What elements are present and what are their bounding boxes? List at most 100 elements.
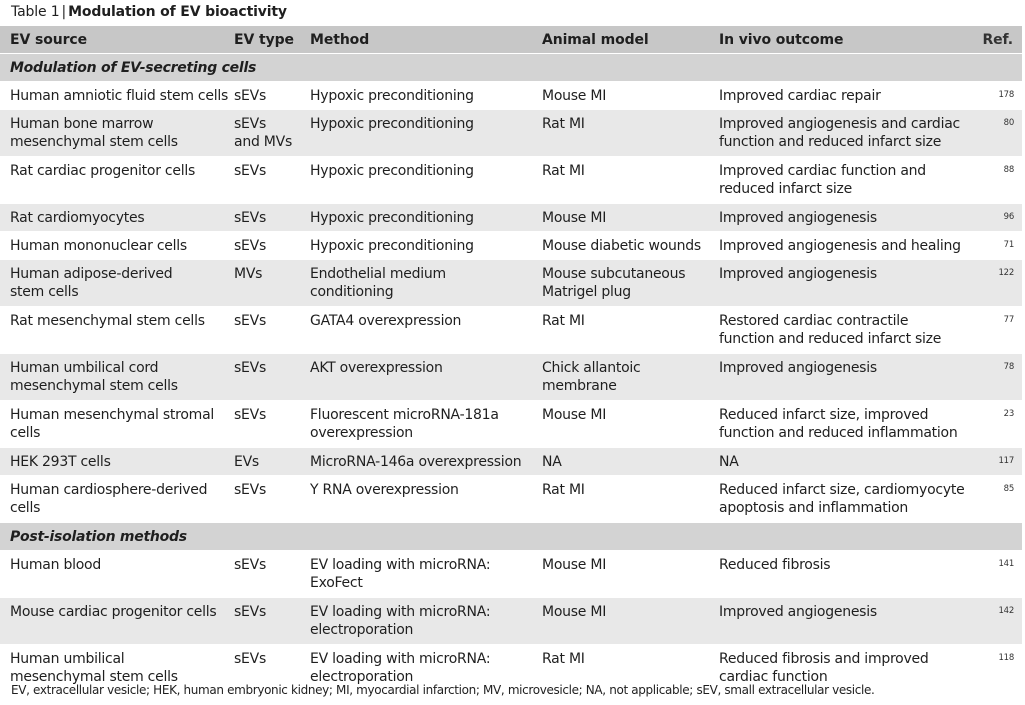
cell-in-vivo-outcome-line: Reduced infarct size, cardiomyocyte	[719, 482, 965, 498]
table-row: Rat cardiac progenitor cells sEVs Hypoxic …	[0, 157, 1022, 204]
cell-in-vivo-outcome-line: function and reduced infarct size	[719, 331, 942, 347]
cell-method: Hypoxic preconditioning	[310, 237, 538, 255]
cell-method: EV loading with microRNA: ExoFect	[310, 556, 538, 592]
cell-in-vivo-outcome: Improved angiogenesis	[719, 209, 981, 227]
cell-in-vivo-outcome: Improved angiogenesis and cardiac functio…	[719, 115, 981, 151]
cell-ev-type-line: sEVs	[234, 116, 267, 132]
cell-in-vivo-outcome: Improved angiogenesis	[719, 359, 981, 377]
cell-animal-model-line: Mouse MI	[542, 210, 607, 226]
table-header-row: EV source EV type Method Animal model In…	[0, 26, 1022, 54]
cell-ev-type: sEVs	[234, 556, 304, 574]
cell-ref: 77	[1003, 315, 1015, 325]
cell-animal-model: Rat MI	[542, 115, 714, 133]
table-row: Mouse cardiac progenitor cells sEVs EV loa…	[0, 598, 1022, 645]
cell-method-line: EV loading with microRNA:	[310, 557, 491, 573]
cell-animal-model: Rat MI	[542, 162, 714, 180]
table-row: HEK 293T cells EVs MicroRNA-146a overexpre…	[0, 448, 1022, 476]
cell-ev-type-line: sEVs	[234, 407, 267, 423]
cell-ev-type-line: sEVs	[234, 651, 267, 667]
cell-ev-source: Rat mesenchymal stem cells	[10, 312, 228, 330]
cell-ev-source-line: Human blood	[10, 557, 101, 573]
cell-ev-source: Human mononuclear cells	[10, 237, 228, 255]
cell-in-vivo-outcome-line: Improved angiogenesis	[719, 266, 877, 282]
header-ev-source: EV source	[10, 32, 87, 48]
cell-method: EV loading with microRNA: electroporation	[310, 603, 538, 639]
cell-animal-model: NA	[542, 453, 714, 471]
cell-ev-type: sEVs	[234, 312, 304, 330]
cell-ev-source-line: Rat cardiac progenitor cells	[10, 163, 196, 179]
cell-ref: 122	[998, 268, 1015, 278]
cell-ref: 88	[1003, 165, 1015, 175]
section-title: Modulation of EV-secreting cells	[10, 60, 257, 76]
cell-ev-type-line: sEVs	[234, 360, 267, 376]
cell-method: Hypoxic preconditioning	[310, 87, 538, 105]
table-row: Human umbilical mesenchymal stem cells sEV…	[0, 645, 1022, 692]
cell-in-vivo-outcome-line: reduced infarct size	[719, 181, 852, 197]
cell-in-vivo-outcome-line: function and reduced inflammation	[719, 425, 958, 441]
cell-ref: 80	[1003, 118, 1015, 128]
cell-in-vivo-outcome: NA	[719, 453, 981, 471]
cell-animal-model-line: Mouse MI	[542, 88, 607, 104]
cell-animal-model: Mouse diabetic wounds	[542, 237, 714, 255]
cell-method-line: GATA4 overexpression	[310, 313, 462, 329]
cell-ref: 141	[998, 559, 1015, 569]
cell-animal-model: Mouse MI	[542, 603, 714, 621]
table-row: Human bone marrow mesenchymal stem cells s…	[0, 110, 1022, 157]
cell-ev-source-line: Human cardiosphere-derived	[10, 482, 208, 498]
cell-in-vivo-outcome-line: Improved angiogenesis and healing	[719, 238, 961, 254]
cell-ev-type: sEVs	[234, 209, 304, 227]
cell-ref: 85	[1003, 484, 1015, 494]
cell-in-vivo-outcome: Improved angiogenesis	[719, 603, 981, 621]
header-in-vivo-outcome: In vivo outcome	[719, 32, 844, 48]
table-footnote: EV, extracellular vesicle; HEK, human em…	[11, 683, 875, 697]
cell-method-line: overexpression	[310, 425, 413, 441]
cell-ev-source-line: Human umbilical cord	[10, 360, 159, 376]
header-ev-type: EV type	[234, 32, 294, 48]
cell-method-line: Hypoxic preconditioning	[310, 210, 474, 226]
cell-ev-source-line: mesenchymal stem cells	[10, 378, 178, 394]
cell-ev-type: sEVs	[234, 650, 304, 668]
cell-in-vivo-outcome: Improved angiogenesis and healing	[719, 237, 981, 255]
cell-method: Endothelial medium conditioning	[310, 265, 538, 301]
cell-ref: 96	[1003, 212, 1015, 222]
cell-ref: 178	[998, 90, 1015, 100]
cell-method-line: electroporation	[310, 669, 414, 685]
cell-in-vivo-outcome-line: function and reduced infarct size	[719, 134, 942, 150]
cell-in-vivo-outcome-line: NA	[719, 454, 739, 470]
cell-ev-type-line: sEVs	[234, 88, 267, 104]
cell-ev-type: sEVs	[234, 406, 304, 424]
caption-separator: |	[61, 4, 67, 20]
cell-in-vivo-outcome-line: Improved angiogenesis	[719, 604, 877, 620]
cell-in-vivo-outcome-line: Improved angiogenesis	[719, 360, 877, 376]
cell-method: Hypoxic preconditioning	[310, 162, 538, 180]
cell-animal-model-line: Matrigel plug	[542, 284, 631, 300]
cell-ev-source-line: cells	[10, 425, 41, 441]
cell-method-line: Endothelial medium	[310, 266, 446, 282]
cell-ev-source: Human adipose-derived stem cells	[10, 265, 228, 301]
cell-in-vivo-outcome: Reduced infarct size, improved function a…	[719, 406, 981, 442]
data-table: EV source EV type Method Animal model In…	[0, 26, 1022, 692]
cell-ev-type-line: sEVs	[234, 210, 267, 226]
cell-in-vivo-outcome-line: Reduced fibrosis	[719, 557, 831, 573]
cell-animal-model-line: Rat MI	[542, 651, 585, 667]
cell-ev-source: Rat cardiac progenitor cells	[10, 162, 228, 180]
cell-method: GATA4 overexpression	[310, 312, 538, 330]
cell-in-vivo-outcome: Reduced fibrosis and improved cardiac fun…	[719, 650, 981, 686]
cell-animal-model: Mouse MI	[542, 209, 714, 227]
cell-method: MicroRNA-146a overexpression	[310, 453, 538, 471]
cell-animal-model-line: Mouse MI	[542, 407, 607, 423]
cell-ev-type-line: sEVs	[234, 313, 267, 329]
cell-animal-model-line: membrane	[542, 378, 617, 394]
cell-ev-type-line: MVs	[234, 266, 263, 282]
cell-ref: 118	[998, 653, 1015, 663]
cell-ev-type-line: sEVs	[234, 557, 267, 573]
header-method: Method	[310, 32, 370, 48]
cell-animal-model: Mouse MI	[542, 406, 714, 424]
cell-ev-source: Human mesenchymal stromal cells	[10, 406, 228, 442]
cell-ref: 23	[1003, 409, 1015, 419]
cell-in-vivo-outcome: Improved angiogenesis	[719, 265, 981, 283]
cell-method: Fluorescent microRNA-181a overexpression	[310, 406, 538, 442]
cell-method-line: ExoFect	[310, 575, 363, 591]
cell-ev-source-line: Human amniotic fluid stem cells	[10, 88, 229, 104]
table-row: Human mesenchymal stromal cells sEVs Fluore…	[0, 401, 1022, 448]
